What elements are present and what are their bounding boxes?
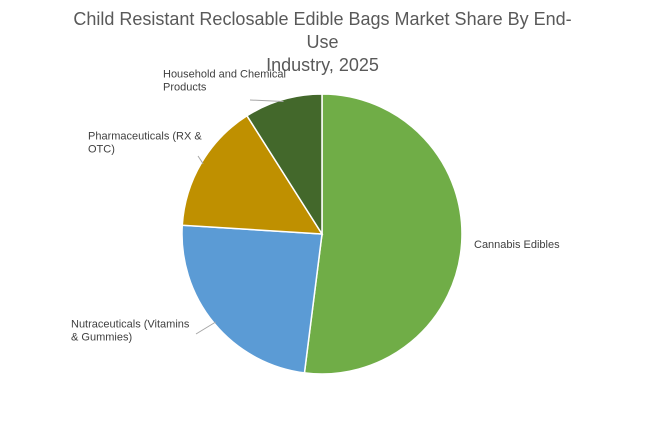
slice-label-household-and-chemical-products: Household and Chemical Products [163,69,286,94]
slice-label-line: Products [163,82,207,94]
slice-label-line: Nutraceuticals (Vitamins [71,319,190,331]
pie-slice-cannabis-edibles [303,93,463,375]
chart-title-line-2: Industry, 2025 [266,55,379,75]
slice-label-line: OTC) [88,144,115,156]
pie-slices [181,93,463,375]
slice-label-line: Cannabis Edibles [474,239,560,251]
pie-slice-pharmaceuticals-rx-otc [181,114,324,235]
slice-label-line: Household and Chemical [163,69,286,81]
pie-slice-nutraceuticals-vitamins-gummies [181,224,323,374]
pie-slice-household-and-chemical-products [245,93,323,237]
leader-line-household-and-chemical-products [249,99,284,102]
slice-label-nutraceuticals-vitamins-gummies: Nutraceuticals (Vitamins & Gummies) [71,319,190,344]
slice-label-line: Pharmaceuticals (RX & [88,131,202,143]
chart-title: Child Resistant Reclosable Edible Bags M… [60,8,585,77]
chart-title-line-1: Child Resistant Reclosable Edible Bags M… [73,9,572,52]
leader-line-nutraceuticals-vitamins-gummies [195,321,216,335]
leader-lines [195,99,284,335]
slice-label-pharmaceuticals-rx-otc: Pharmaceuticals (RX & OTC) [88,131,202,156]
slice-labels: Cannabis Edibles Nutraceuticals (Vitamins… [71,69,560,344]
slice-label-line: & Gummies) [71,332,132,344]
slice-label-cannabis-edibles: Cannabis Edibles [474,239,560,251]
leader-line-pharmaceuticals-rx-otc [197,155,204,165]
